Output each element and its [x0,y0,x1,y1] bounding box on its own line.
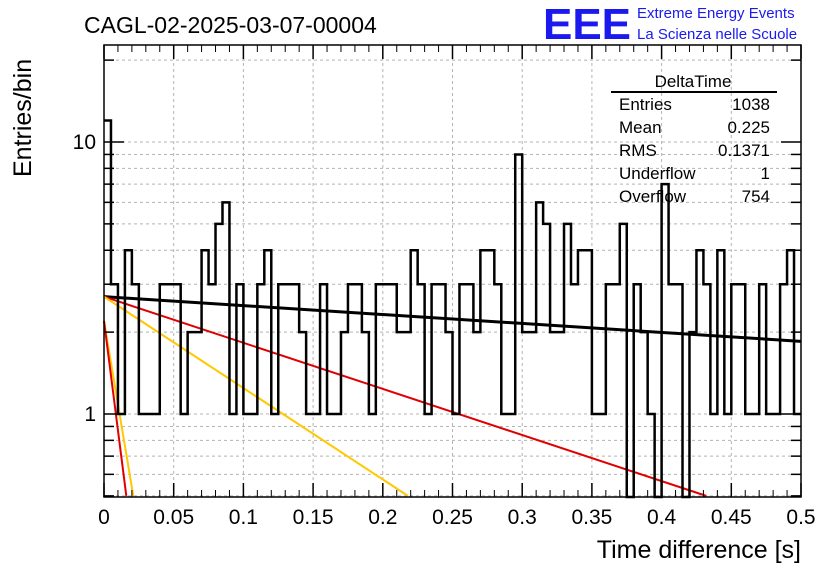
stats-label: Mean [619,118,662,137]
stats-title: DeltaTime [655,72,732,91]
logo-line1: Extreme Energy Events [637,5,795,22]
stats-label: Underflow [619,164,696,183]
stats-value: 754 [742,187,770,206]
stats-label: RMS [619,141,657,160]
x-tick-labels: 0 0.05 0.1 0.15 0.2 0.25 0.3 0.35 0.4 0.45 0.5 [98,506,815,529]
fit-line [103,320,128,497]
fit-line [103,295,707,497]
stats-value: 0.1371 [718,141,770,160]
x-tick-label: 0.5 [786,506,815,529]
stats-value: 1038 [732,95,770,114]
x-tick-label: 0.3 [508,506,537,529]
logo-mark: EEE [543,0,631,49]
x-tick-label: 0.45 [711,506,752,529]
stats-value: 0.225 [727,118,770,137]
fit-line [103,295,802,343]
y-axis-label: Entries/bin [9,59,37,177]
x-tick-label: 0.35 [571,506,612,529]
x-tick-label: 0.4 [647,506,677,529]
chart-title: CAGL-02-2025-03-07-00004 [84,12,377,38]
fit-curves [103,295,802,497]
y-tick-labels: 1 10 [73,131,96,426]
stats-box: DeltaTime Entries 1038 Mean 0.225 RMS 0.1371 U… [611,72,777,206]
x-tick-label: 0.25 [432,506,473,529]
fit-line [103,295,409,497]
stats-rows: Entries 1038 Mean 0.225 RMS 0.1371 Underflow 1 O… [619,95,770,206]
logo-line2: La Scienza nelle Scuole [637,26,797,43]
y-tick-label: 1 [84,403,96,426]
x-tick-label: 0.1 [229,506,258,529]
x-axis-label: Time difference [s] [597,536,801,564]
x-tick-label: 0.15 [293,506,334,529]
y-tick-label: 10 [73,131,96,154]
x-tick-label: 0 [98,506,110,529]
stats-label: Entries [619,95,672,114]
stats-value: 1 [761,164,770,183]
x-tick-label: 0.2 [368,506,397,529]
histogram [104,119,801,499]
stats-label: Overflow [619,187,687,206]
axis-ticks [103,45,802,497]
x-tick-label: 0.05 [153,506,194,529]
